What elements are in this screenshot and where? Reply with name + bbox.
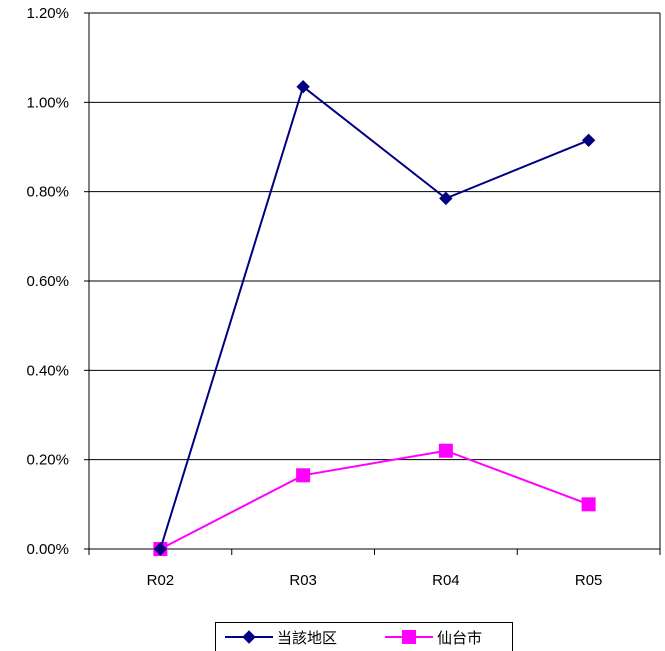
legend-label: 仙台市 bbox=[437, 629, 482, 647]
y-tick-label: 0.00% bbox=[26, 541, 69, 558]
legend: 当該地区 仙台市 bbox=[215, 622, 513, 651]
legend-marker bbox=[242, 630, 256, 644]
x-tick-label: R05 bbox=[575, 572, 603, 589]
x-tick-label: R04 bbox=[432, 572, 460, 589]
series-line bbox=[159, 449, 589, 550]
data-point bbox=[153, 542, 168, 556]
data-point bbox=[438, 443, 453, 458]
x-tick-labels: R02 R03 R04 R05 bbox=[147, 572, 603, 589]
data-point bbox=[581, 497, 596, 512]
y-tick-label: 0.80% bbox=[26, 184, 69, 201]
series bbox=[153, 79, 596, 556]
x-tick-label: R03 bbox=[289, 572, 317, 589]
gridlines bbox=[89, 12, 660, 461]
legend-entry: 仙台市 bbox=[385, 629, 482, 647]
data-point bbox=[581, 133, 596, 148]
y-tick-label: 1.20% bbox=[26, 5, 69, 22]
data-point bbox=[296, 79, 310, 94]
series-line bbox=[159, 85, 590, 550]
y-tick-label: 0.20% bbox=[26, 452, 69, 469]
x-tick-label: R02 bbox=[147, 572, 175, 589]
y-tick-labels: 0.00% 0.20% 0.40% 0.60% 0.80% 1.00% 1.20% bbox=[26, 5, 69, 558]
axes bbox=[84, 12, 661, 555]
series-1 bbox=[153, 79, 596, 556]
series-2 bbox=[153, 443, 596, 556]
legend-label: 当該地区 bbox=[277, 629, 337, 647]
legend-entry: 当該地区 bbox=[225, 629, 337, 647]
data-point bbox=[439, 191, 453, 206]
data-point bbox=[296, 468, 311, 483]
legend-marker bbox=[402, 630, 416, 644]
y-tick-label: 1.00% bbox=[26, 94, 69, 111]
y-tick-label: 0.60% bbox=[26, 273, 69, 290]
y-tick-label: 0.40% bbox=[26, 362, 69, 379]
